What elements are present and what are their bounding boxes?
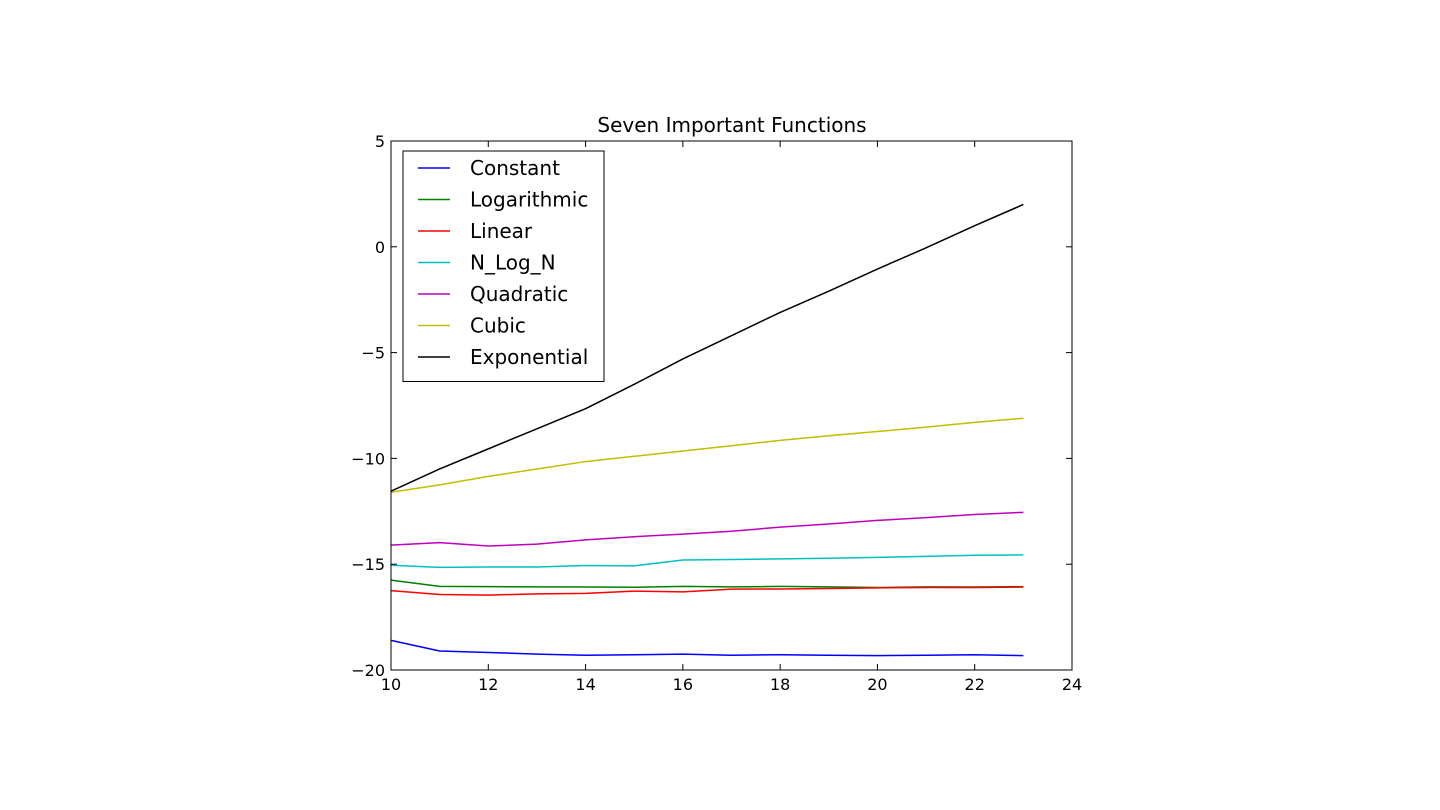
series-line-cubic bbox=[390, 417, 1024, 494]
x-tick-label: 12 bbox=[478, 675, 498, 694]
series-line-logarithmic bbox=[390, 579, 1024, 589]
x-tick-label: 16 bbox=[673, 675, 693, 694]
legend-frame bbox=[402, 150, 605, 382]
y-tick-label: −5 bbox=[361, 344, 385, 363]
series-line-n-log-n bbox=[390, 554, 1024, 569]
y-tick-label: 5 bbox=[375, 132, 385, 151]
legend: Constant Logarithmic Linear N_Log_N Quadrati… bbox=[402, 150, 605, 382]
legend-label-n-log-n: N_Log_N bbox=[470, 251, 556, 275]
y-tick-label: −20 bbox=[351, 661, 385, 680]
chart-title: Seven Important Functions bbox=[597, 113, 866, 137]
legend-label-cubic: Cubic bbox=[470, 314, 526, 338]
series-line-linear bbox=[390, 586, 1024, 596]
y-tick-label: −15 bbox=[351, 555, 385, 574]
y-tick-label: −10 bbox=[351, 449, 385, 468]
plot-frame bbox=[390, 140, 1073, 671]
series-line-constant bbox=[390, 639, 1024, 657]
x-tick-label: 24 bbox=[1062, 675, 1082, 694]
y-tick-label: 0 bbox=[375, 238, 385, 257]
x-tick-label: 20 bbox=[867, 675, 887, 694]
legend-label-quadratic: Quadratic bbox=[470, 282, 568, 306]
x-tick-label: 18 bbox=[770, 675, 790, 694]
legend-label-logarithmic: Logarithmic bbox=[470, 188, 588, 212]
series-line-quadratic bbox=[390, 511, 1024, 547]
series-line-exponential bbox=[390, 203, 1024, 492]
series-layer bbox=[390, 203, 1024, 657]
legend-label-exponential: Exponential bbox=[470, 345, 588, 369]
x-tick-label: 14 bbox=[575, 675, 595, 694]
legend-label-constant: Constant bbox=[470, 156, 560, 180]
ticks-layer: 10 12 14 16 18 20 22 24 5 0 −5 −10 −15 −20 bbox=[351, 132, 1082, 694]
x-tick-label: 10 bbox=[381, 675, 401, 694]
x-tick-label: 22 bbox=[965, 675, 985, 694]
legend-label-linear: Linear bbox=[470, 219, 533, 243]
